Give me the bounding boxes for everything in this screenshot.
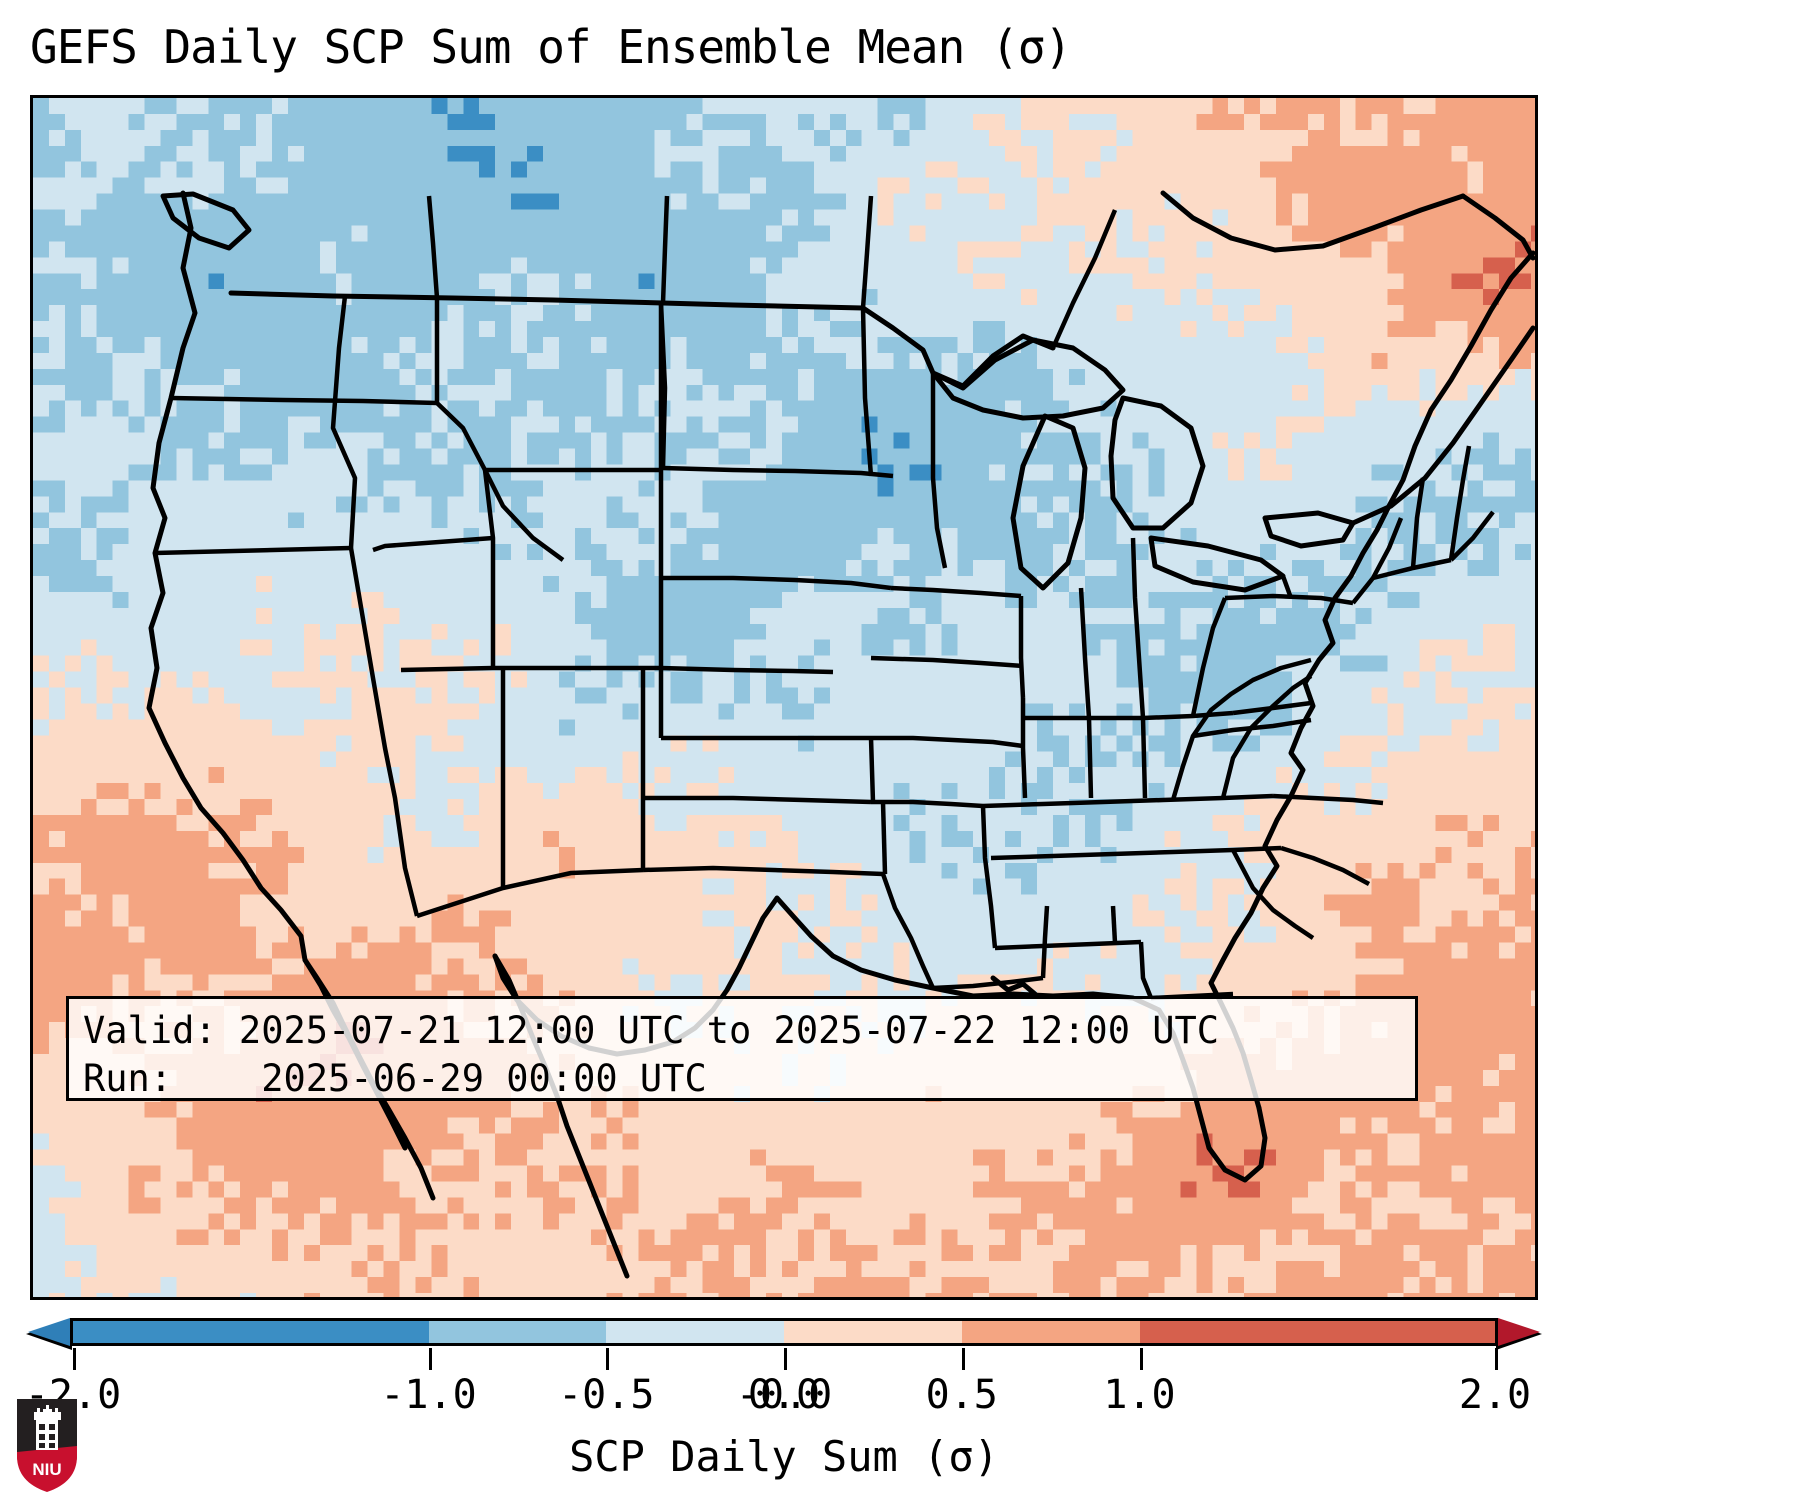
colorbar-tick-mark	[606, 1348, 610, 1370]
colorbar-tick-label: -0.0	[735, 1372, 833, 1418]
run-time-text: Run: 2025-06-29 00:00 UTC	[83, 1057, 707, 1100]
colorbar-segment	[606, 1321, 784, 1343]
colorbar-tick-mark	[73, 1348, 76, 1370]
colorbar-tick-label: -1.0	[380, 1372, 477, 1418]
colorbar-tick-mark	[1495, 1348, 1498, 1370]
colorbar-tick-mark	[1139, 1348, 1143, 1370]
colorbar-tick-label: 1.0	[1103, 1372, 1176, 1418]
colorbar-container	[26, 1318, 1542, 1350]
colorbar[interactable]	[70, 1318, 1498, 1346]
colorbar-ticks: -2.0 -1.0 -0.5 -0.0 0.0 0.5 1.0 2.0	[25, 1348, 1538, 1418]
annotation-box: Valid: 2025-07-21 12:00 UTC to 2025-07-2…	[66, 996, 1418, 1101]
colorbar-segment	[73, 1321, 429, 1343]
colorbar-axis-label: SCP Daily Sum (σ)	[569, 1432, 999, 1481]
colorbar-over-arrow	[1498, 1318, 1540, 1346]
colorbar-tick-mark	[961, 1348, 965, 1370]
colorbar-tick-label: -0.5	[558, 1372, 655, 1418]
colorbar-tick-label: 0.5	[925, 1372, 998, 1418]
niu-shield-logo: NIU	[14, 1396, 80, 1494]
colorbar-tick-mark	[784, 1348, 787, 1370]
geography-overlay	[33, 98, 1535, 1297]
colorbar-segment	[428, 1321, 607, 1343]
map-plot-area: Valid: 2025-07-21 12:00 UTC to 2025-07-2…	[30, 95, 1538, 1300]
colorbar-tick-label: 2.0	[1458, 1372, 1532, 1418]
colorbar-under-arrow	[28, 1318, 70, 1346]
colorbar-segment	[784, 1321, 962, 1343]
colorbar-segment	[1139, 1321, 1495, 1343]
logo-text: NIU	[32, 1460, 61, 1479]
page-title: GEFS Daily SCP Sum of Ensemble Mean (σ)	[30, 20, 1072, 74]
colorbar-tick-mark	[428, 1348, 432, 1370]
valid-time-text: Valid: 2025-07-21 12:00 UTC to 2025-07-2…	[83, 1009, 1220, 1052]
colorbar-segment	[961, 1321, 1140, 1343]
colorbar-tick-label: 0.0	[747, 1372, 821, 1418]
